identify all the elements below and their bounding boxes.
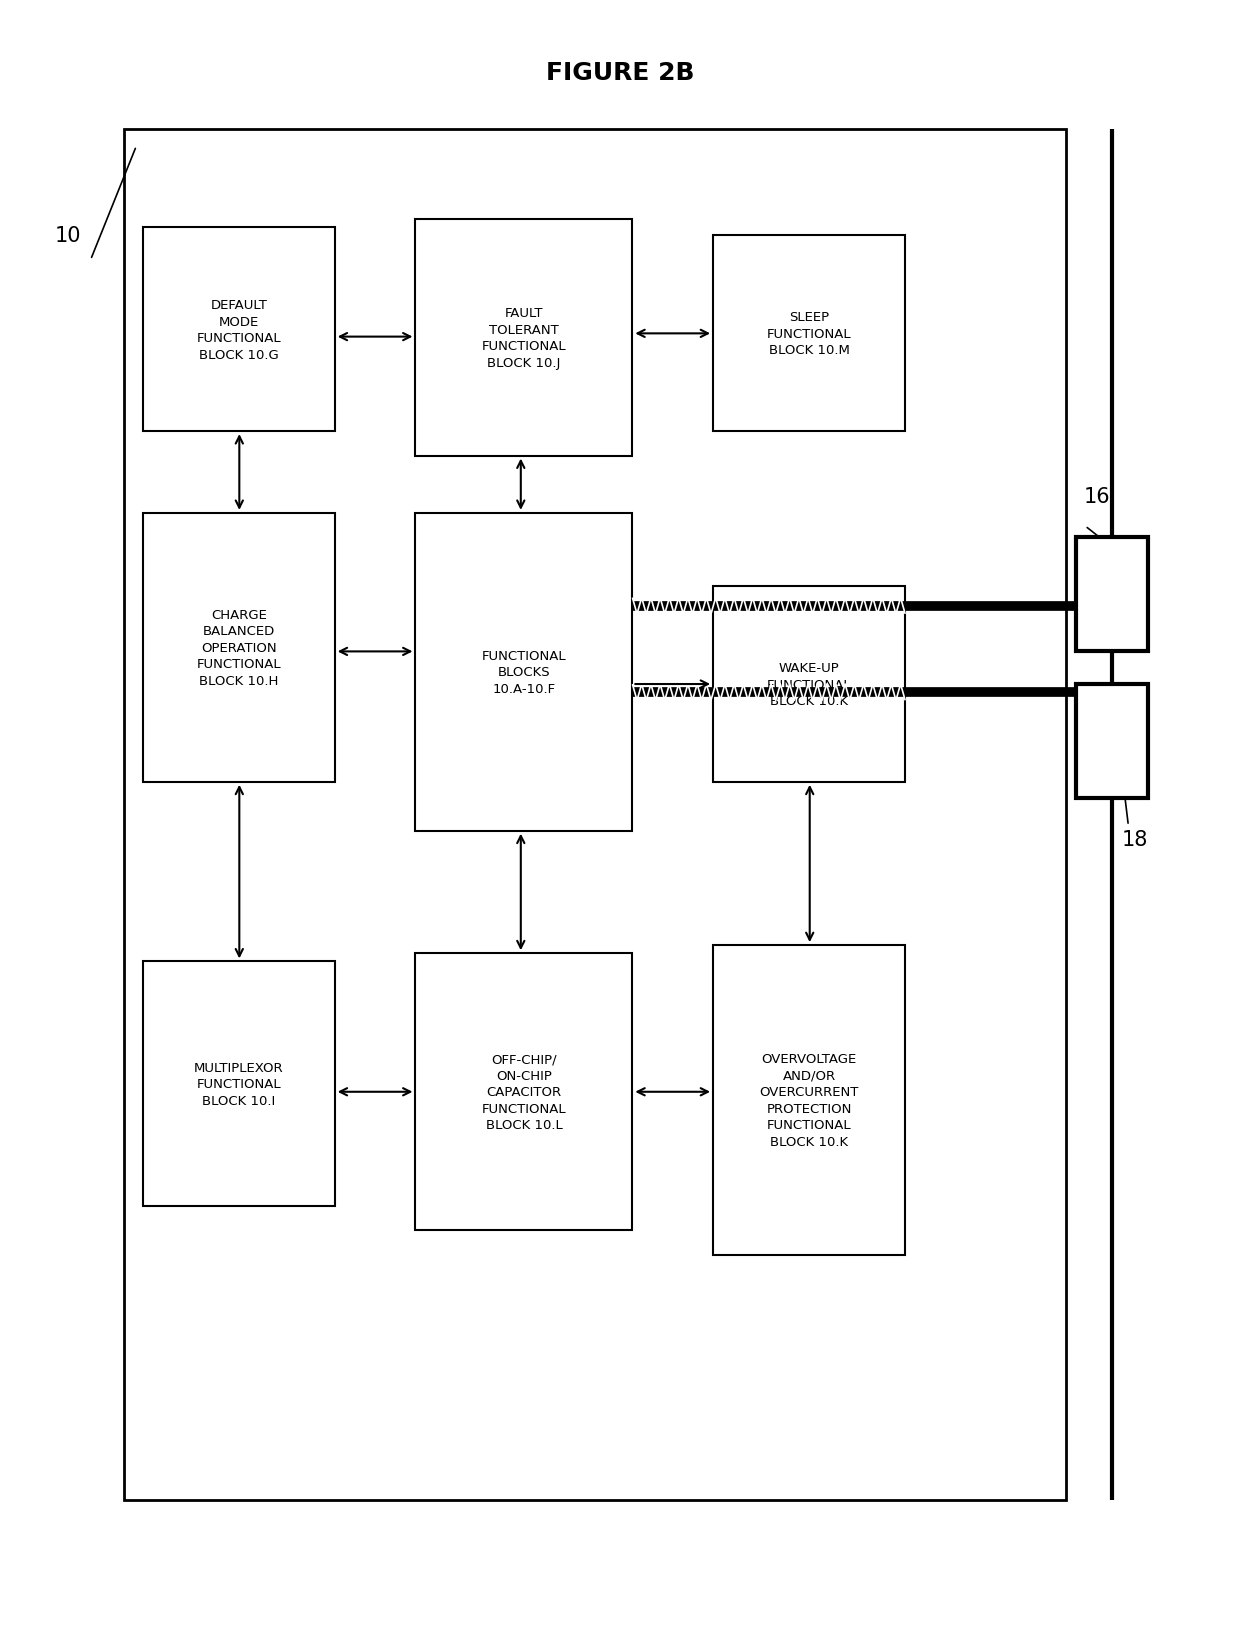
Text: DEFAULT
MODE
FUNCTIONAL
BLOCK 10.G: DEFAULT MODE FUNCTIONAL BLOCK 10.G: [196, 298, 281, 362]
Text: FUNCTIONAL
BLOCKS
10.A-10.F: FUNCTIONAL BLOCKS 10.A-10.F: [481, 649, 567, 696]
Bar: [143, 513, 335, 782]
Text: FAULT
TOLERANT
FUNCTIONAL
BLOCK 10.J: FAULT TOLERANT FUNCTIONAL BLOCK 10.J: [481, 306, 567, 370]
Bar: [415, 220, 632, 456]
Bar: [1076, 685, 1148, 799]
Bar: [415, 954, 632, 1231]
Text: 16: 16: [1084, 487, 1111, 507]
Bar: [1076, 538, 1148, 652]
Text: OVERVOLTAGE
AND/OR
OVERCURRENT
PROTECTION
FUNCTIONAL
BLOCK 10.K: OVERVOLTAGE AND/OR OVERCURRENT PROTECTIO…: [759, 1053, 859, 1148]
Text: MULTIPLEXOR
FUNCTIONAL
BLOCK 10.I: MULTIPLEXOR FUNCTIONAL BLOCK 10.I: [193, 1061, 284, 1107]
Text: 10: 10: [55, 227, 82, 246]
Bar: [124, 130, 1066, 1500]
Bar: [713, 587, 905, 782]
Text: SLEEP
FUNCTIONAL
BLOCK 10.M: SLEEP FUNCTIONAL BLOCK 10.M: [766, 311, 852, 357]
Text: 18: 18: [1121, 830, 1148, 849]
Bar: [143, 962, 335, 1206]
Text: CHARGE
BALANCED
OPERATION
FUNCTIONAL
BLOCK 10.H: CHARGE BALANCED OPERATION FUNCTIONAL BLO…: [196, 608, 281, 688]
Bar: [143, 228, 335, 432]
Text: OFF-CHIP/
ON-CHIP
CAPACITOR
FUNCTIONAL
BLOCK 10.L: OFF-CHIP/ ON-CHIP CAPACITOR FUNCTIONAL B…: [481, 1053, 567, 1131]
Text: FIGURE 2B: FIGURE 2B: [546, 62, 694, 85]
Bar: [713, 945, 905, 1255]
Bar: [713, 236, 905, 432]
Bar: [415, 513, 632, 831]
Text: WAKE-UP
FUNCTIONAL
BLOCK 10.K: WAKE-UP FUNCTIONAL BLOCK 10.K: [766, 662, 852, 707]
